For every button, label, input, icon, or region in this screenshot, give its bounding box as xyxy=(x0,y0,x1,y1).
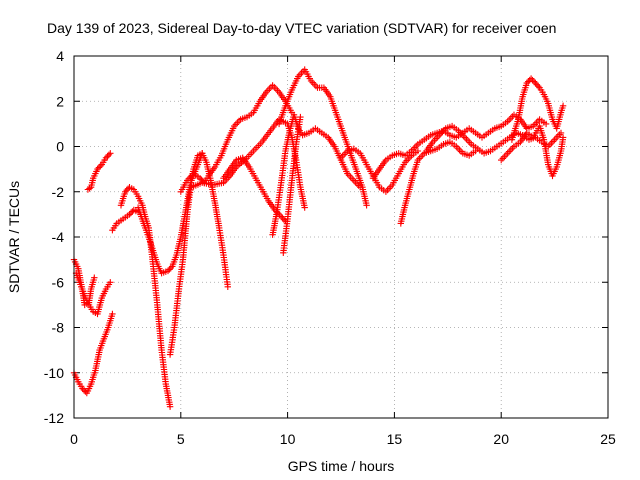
chart-title: Day 139 of 2023, Sidereal Day-to-day VTE… xyxy=(47,20,556,36)
trace-k xyxy=(220,154,289,225)
grid-lines xyxy=(74,56,608,418)
data-point-marker xyxy=(297,113,304,121)
y-axis-title: SDTVAR / TECUs xyxy=(6,181,22,293)
trace-r xyxy=(423,122,565,157)
data-point-marker xyxy=(104,153,111,160)
data-point-marker xyxy=(527,75,535,82)
x-tick-label: 15 xyxy=(387,431,403,447)
data-point-marker xyxy=(533,81,540,88)
data-point-marker xyxy=(224,283,231,290)
data-markers xyxy=(70,66,567,410)
y-tick-label: -10 xyxy=(44,365,64,381)
y-tick-label: -8 xyxy=(52,320,65,336)
data-point-marker xyxy=(559,102,567,109)
y-tick-label: -2 xyxy=(52,184,65,200)
trace-m xyxy=(275,66,370,209)
y-tick-label: 0 xyxy=(56,139,64,155)
data-point-marker xyxy=(105,151,113,158)
data-point-marker xyxy=(109,310,116,318)
trace-d xyxy=(84,150,114,193)
x-tick-label: 0 xyxy=(70,431,78,447)
data-point-marker xyxy=(164,267,172,275)
data-point-marker xyxy=(279,214,286,222)
trace-c xyxy=(70,310,116,397)
data-point-marker xyxy=(280,216,288,223)
data-point-marker xyxy=(363,202,370,209)
trace-e xyxy=(109,206,142,234)
data-point-marker xyxy=(542,120,550,128)
data-point-marker xyxy=(80,386,88,394)
y-tick-label: -12 xyxy=(44,410,64,426)
data-point-marker xyxy=(97,162,104,170)
data-point-marker xyxy=(167,264,174,272)
data-point-marker xyxy=(414,147,422,155)
data-point-marker xyxy=(529,76,536,84)
data-point-marker xyxy=(166,403,174,410)
data-point-marker xyxy=(535,83,542,90)
trace-q xyxy=(369,111,550,182)
data-point-marker xyxy=(123,187,130,194)
data-point-marker xyxy=(127,209,135,217)
trace-t xyxy=(498,122,567,180)
data-point-marker xyxy=(530,78,538,85)
trace-s xyxy=(508,75,567,143)
data-point-marker xyxy=(198,176,205,183)
y-tick-label: -4 xyxy=(52,229,65,245)
data-point-marker xyxy=(532,79,539,87)
trace-h xyxy=(166,150,231,358)
y-axis: -12 -10 -8 -6 -4 -2 0 2 4 xyxy=(44,48,608,426)
data-point-marker xyxy=(94,165,101,173)
trace-b xyxy=(72,270,114,318)
x-axis: 0 5 10 15 20 25 xyxy=(70,56,616,447)
data-point-marker xyxy=(166,266,173,273)
x-tick-label: 5 xyxy=(177,431,185,447)
y-tick-label: -6 xyxy=(52,274,65,290)
data-point-marker xyxy=(559,134,567,141)
y-tick-label: 2 xyxy=(56,93,64,109)
data-point-marker xyxy=(557,129,565,137)
data-point-marker xyxy=(91,274,98,281)
data-point-marker xyxy=(196,175,204,182)
data-point-marker xyxy=(523,79,530,87)
data-point-marker xyxy=(126,211,133,218)
x-axis-title: GPS time / hours xyxy=(288,458,395,474)
data-point-marker xyxy=(102,154,110,161)
data-point-marker xyxy=(525,78,532,85)
plot-frame xyxy=(73,55,609,419)
trace-i xyxy=(177,82,296,195)
x-tick-label: 10 xyxy=(280,431,296,447)
data-point-marker xyxy=(95,164,103,171)
data-point-marker xyxy=(107,279,114,286)
x-tick-label: 20 xyxy=(493,431,509,447)
data-point-marker xyxy=(107,150,114,157)
y-tick-label: 4 xyxy=(56,48,64,64)
data-point-marker xyxy=(301,204,308,211)
x-tick-label: 25 xyxy=(600,431,616,447)
trace-n xyxy=(280,113,304,256)
data-point-marker xyxy=(79,385,86,392)
